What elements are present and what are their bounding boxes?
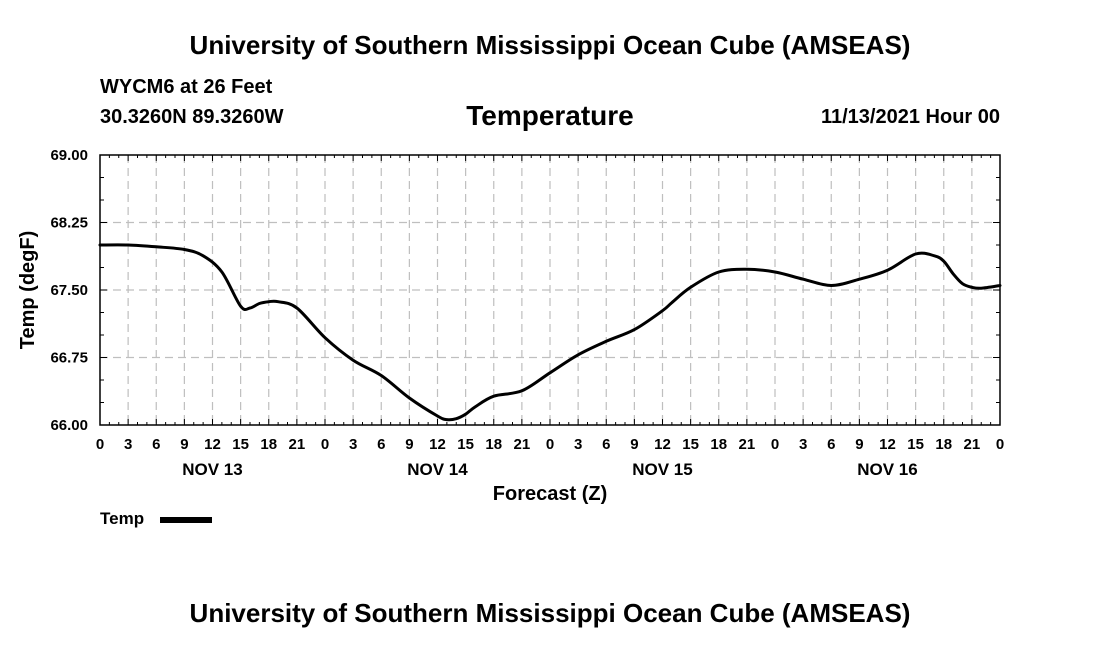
legend-label: Temp	[100, 509, 145, 528]
x-tick-label: 18	[710, 436, 727, 453]
x-tick-label: 12	[879, 436, 896, 453]
x-tick-label: 6	[152, 436, 160, 453]
x-tick-label: 6	[602, 436, 610, 453]
day-label: NOV 14	[407, 460, 468, 479]
x-tick-label: 0	[321, 436, 329, 453]
chart-labels: 0 3 6 9 12 15 18 21 0 3 6 9 12 15 18 21 0 3 6 9 12 15 18 21 0 3 6 9…	[50, 147, 1004, 479]
x-tick-label: 18	[485, 436, 502, 453]
day-label: NOV 15	[632, 460, 692, 479]
x-tick-label: 21	[739, 436, 756, 453]
x-tick-label: 15	[907, 436, 924, 453]
x-tick-label: 15	[457, 436, 474, 453]
y-tick-label: 67.50	[50, 282, 88, 299]
y-tick-label: 68.25	[50, 215, 88, 232]
station-label: WYCM6 at 26 Feet	[100, 76, 273, 98]
x-tick-label: 12	[204, 436, 221, 453]
x-tick-label: 0	[546, 436, 554, 453]
x-tick-label: 0	[771, 436, 779, 453]
x-tick-label: 21	[964, 436, 981, 453]
station-coordinates: 30.3260N 89.3260W	[100, 106, 284, 128]
x-tick-label: 18	[935, 436, 952, 453]
chart-title: University of Southern Mississippi Ocean…	[189, 30, 911, 60]
day-label: NOV 13	[182, 460, 242, 479]
chart-series	[98, 243, 1002, 422]
x-tick-label: 9	[180, 436, 188, 453]
y-tick-label: 66.75	[50, 350, 88, 367]
x-tick-label: 15	[682, 436, 699, 453]
legend-swatch	[160, 517, 212, 523]
x-tick-label: 3	[574, 436, 582, 453]
forecast-datetime: 11/13/2021 Hour 00	[820, 106, 1000, 128]
chart-grid	[100, 155, 1000, 425]
x-tick-label: 12	[429, 436, 446, 453]
y-axis-label: Temp (degF)	[17, 231, 39, 350]
variable-title: Temperature	[466, 100, 634, 131]
footer-title: University of Southern Mississippi Ocean…	[189, 598, 911, 628]
temp-series-line	[98, 243, 1002, 422]
x-tick-label: 3	[349, 436, 357, 453]
x-tick-label: 6	[377, 436, 385, 453]
x-tick-label: 0	[996, 436, 1004, 453]
x-tick-label: 15	[232, 436, 249, 453]
x-tick-label: 21	[289, 436, 306, 453]
x-tick-label: 12	[654, 436, 671, 453]
plot-frame	[99, 154, 1001, 426]
x-tick-label: 18	[260, 436, 277, 453]
x-tick-label: 9	[405, 436, 413, 453]
x-tick-label: 9	[855, 436, 863, 453]
x-tick-label: 9	[630, 436, 638, 453]
x-tick-label: 3	[124, 436, 132, 453]
x-axis-label: Forecast (Z)	[493, 483, 607, 505]
x-tick-label: 3	[799, 436, 807, 453]
x-tick-label: 21	[514, 436, 531, 453]
x-tick-label: 0	[96, 436, 104, 453]
x-tick-label: 6	[827, 436, 835, 453]
y-tick-label: 69.00	[50, 147, 88, 164]
y-tick-label: 66.00	[50, 417, 88, 434]
day-label: NOV 16	[857, 460, 917, 479]
